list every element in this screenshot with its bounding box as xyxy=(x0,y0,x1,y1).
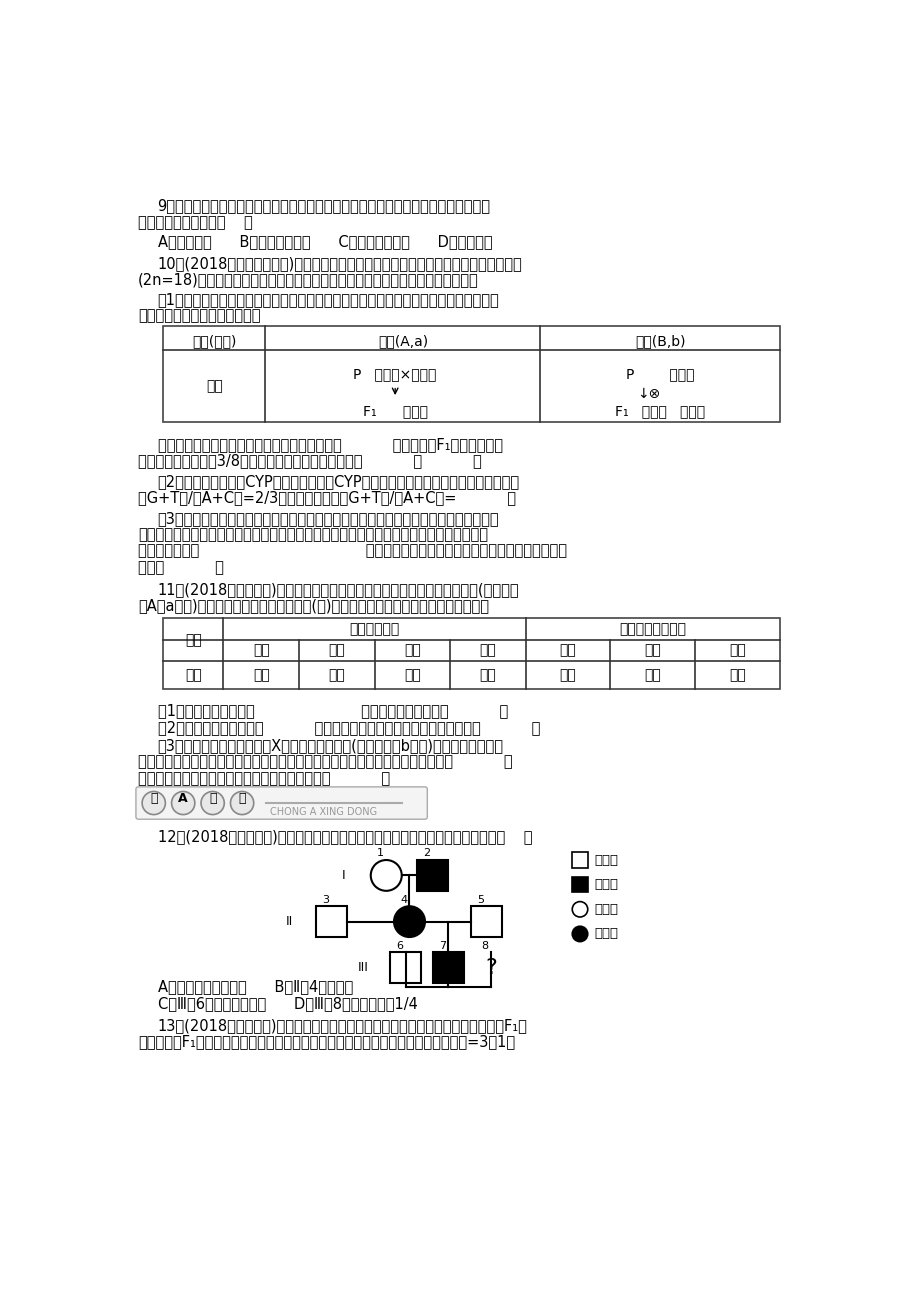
Text: 3: 3 xyxy=(323,894,329,905)
Text: 6: 6 xyxy=(396,941,403,950)
Text: 7: 7 xyxy=(438,941,446,950)
Text: 正常: 正常 xyxy=(253,668,269,682)
Text: A．该病是隐性遗传病      B．Ⅱ－4是纯合子: A．该病是隐性遗传病 B．Ⅱ－4是纯合子 xyxy=(157,979,353,995)
Text: 11．(2018届南通模拟)某种先天性耳聋是由于基因突变引起的单基因遗传病(受一对基: 11．(2018届南通模拟)某种先天性耳聋是由于基因突变引起的单基因遗传病(受一… xyxy=(157,582,518,598)
Text: 嫂嫂: 嫂嫂 xyxy=(479,643,496,658)
Text: 正常: 正常 xyxy=(328,668,345,682)
Circle shape xyxy=(171,792,195,815)
Text: 正常男: 正常男 xyxy=(594,854,618,867)
Text: 哥哥: 哥哥 xyxy=(729,643,745,658)
Text: P   白青秆×紫红秆: P 白青秆×紫红秆 xyxy=(353,367,437,381)
Text: 正常: 正常 xyxy=(479,668,496,682)
Circle shape xyxy=(142,792,165,815)
Text: 母亲: 母亲 xyxy=(644,643,661,658)
Bar xyxy=(390,953,421,983)
Text: 正常女: 正常女 xyxy=(594,902,618,915)
Text: 母亲: 母亲 xyxy=(328,643,345,658)
Text: ?: ? xyxy=(484,958,496,978)
Text: 正常: 正常 xyxy=(644,668,661,682)
Text: C．Ⅲ－6不携带致病基因      D．Ⅲ－8正常的概率为1/4: C．Ⅲ－6不携带致病基因 D．Ⅲ－8正常的概率为1/4 xyxy=(157,996,417,1012)
Text: 传实验分析，实验结果如下表。: 传实验分析，实验结果如下表。 xyxy=(138,309,260,323)
Text: 成员: 成员 xyxy=(185,633,201,647)
Text: 10．(2018届镇江学测模拟)青蒿素是治疗疟疾的重要药物。利用雌雄同株的野生型青蒿: 10．(2018届镇江学测模拟)青蒿素是治疗疟疾的重要药物。利用雌雄同株的野生型… xyxy=(157,256,522,271)
Text: 正常: 正常 xyxy=(559,668,576,682)
Text: 的细胞会导致染色体不分离，从而获得四倍体细胞并培育成植株。低温处理导致细胞染色体: 的细胞会导致染色体不分离，从而获得四倍体细胞并培育成植株。低温处理导致细胞染色体 xyxy=(138,527,488,543)
Text: III: III xyxy=(357,961,368,974)
Text: 父亲: 父亲 xyxy=(559,643,576,658)
Text: 数目为           。: 数目为 。 xyxy=(138,560,224,574)
Circle shape xyxy=(393,906,425,937)
Text: F₁   稀裂叶   分裂叶: F₁ 稀裂叶 分裂叶 xyxy=(615,404,705,418)
Text: （1）野生型青蒿的秆色和叶形是两对独立遗传的性状。某研究小组对这两对性状展开遗: （1）野生型青蒿的秆色和叶形是两对独立遗传的性状。某研究小组对这两对性状展开遗 xyxy=(157,292,499,307)
Text: 小红嫂嫂家庭成员: 小红嫂嫂家庭成员 xyxy=(618,622,686,635)
Text: CHONG A XING DONG: CHONG A XING DONG xyxy=(269,807,377,818)
Text: 正常: 正常 xyxy=(403,668,420,682)
Text: （2）小红哥哥的基因型是           ，小红哥哥和嫂嫂生一个正常男孩的概率是           。: （2）小红哥哥的基因型是 ，小红哥哥和嫂嫂生一个正常男孩的概率是 。 xyxy=(157,720,539,734)
Text: 8: 8 xyxy=(481,941,488,950)
Text: A: A xyxy=(178,792,187,805)
Text: 13．(2018届苏州模拟)一种观赏植物，纯合的蓝色品种与纯合的鲜红色品种杂交，F₁为: 13．(2018届苏州模拟)一种观赏植物，纯合的蓝色品种与纯合的鲜红色品种杂交，… xyxy=(157,1018,527,1032)
Bar xyxy=(163,326,779,422)
Text: 秆色(A,a): 秆色(A,a) xyxy=(378,335,427,348)
Text: 患病: 患病 xyxy=(729,668,745,682)
Text: 蓝色，若让F₁蓝色品种与纯合鲜红品种杂交，子代的表现型及其比例为蓝色：鲜红色=3：1，: 蓝色，若让F₁蓝色品种与纯合鲜红品种杂交，子代的表现型及其比例为蓝色：鲜红色=3… xyxy=(138,1034,515,1049)
Text: 小红家庭成员: 小红家庭成员 xyxy=(349,622,400,635)
Text: 小红哥哥和嫂嫂再生一个孩子是正常男孩的概率是           。: 小红哥哥和嫂嫂再生一个孩子是正常男孩的概率是 。 xyxy=(138,771,390,785)
Circle shape xyxy=(231,792,254,815)
Text: A．精原细胞      B．初级精母细胞      C．次级精母细胞      D．精子细胞: A．精原细胞 B．初级精母细胞 C．次级精母细胞 D．精子细胞 xyxy=(157,234,492,249)
Text: 患病女: 患病女 xyxy=(594,927,618,940)
Text: 不分离的原因是                                    。四倍体青蒿与野生型青蒿杂交后代体细胞的染色体: 不分离的原因是 。四倍体青蒿与野生型青蒿杂交后代体细胞的染色体 xyxy=(138,543,567,559)
Text: 叶形(B,b): 叶形(B,b) xyxy=(634,335,685,348)
Text: （3）已知人类红绿色盲是伴X染色体隐性遗传病(致病基因用b表示)。小红哥哥和嫂嫂: （3）已知人类红绿色盲是伴X染色体隐性遗传病(致病基因用b表示)。小红哥哥和嫂嫂 xyxy=(157,738,503,754)
Text: 性状(基因): 性状(基因) xyxy=(192,335,236,348)
Text: （1）该病的遗传方式是                       ，小红父亲的基因型是           。: （1）该病的遗传方式是 ，小红父亲的基因型是 。 xyxy=(157,703,507,717)
Bar xyxy=(432,953,463,983)
Text: (2n=18)，通过一定的育种技术培育青蒿素含量高的植株。请回答下列有关问题：: (2n=18)，通过一定的育种技术培育青蒿素含量高的植株。请回答下列有关问题： xyxy=(138,272,479,288)
Circle shape xyxy=(572,926,587,941)
Bar xyxy=(572,878,587,892)
Text: 哥哥: 哥哥 xyxy=(403,643,420,658)
Text: II: II xyxy=(286,915,292,928)
FancyBboxPatch shape xyxy=(136,786,426,819)
Text: P        稀裂叶: P 稀裂叶 xyxy=(625,367,694,381)
Text: 因的自由组合发生在（    ）: 因的自由组合发生在（ ） xyxy=(138,215,253,229)
Circle shape xyxy=(370,861,402,891)
Text: 患病男: 患病男 xyxy=(594,878,618,891)
Bar xyxy=(417,861,448,891)
Bar xyxy=(471,906,502,937)
Text: 行: 行 xyxy=(209,792,216,805)
Text: 5: 5 xyxy=(477,894,484,905)
Text: 实验: 实验 xyxy=(206,379,222,393)
Text: （2）从青蒿中分离了CYP基因，其编码的CYP酶参与青蒿素合成。若该基因一条单链中: （2）从青蒿中分离了CYP基因，其编码的CYP酶参与青蒿素合成。若该基因一条单链… xyxy=(157,474,519,490)
Text: F₁      白青秆: F₁ 白青秆 xyxy=(362,404,427,418)
Text: 2: 2 xyxy=(423,849,430,858)
Bar xyxy=(163,618,779,689)
Text: 据此分析，上述两对性状中为显性性状的分别是           。若某杂交F₁代中白青秆稀: 据此分析，上述两对性状中为显性性状的分别是 。若某杂交F₁代中白青秆稀 xyxy=(157,437,502,452)
Text: 1: 1 xyxy=(377,849,383,858)
Text: （G+T）/（A+C）=2/3，则其互补链中（G+T）/（A+C）=           。: （G+T）/（A+C）=2/3，则其互补链中（G+T）/（A+C）= 。 xyxy=(138,491,516,505)
Text: 裂叶植株所占比例为3/8，则其杂交亲本的基因型组合为           或           。: 裂叶植株所占比例为3/8，则其杂交亲本的基因型组合为 或 。 xyxy=(138,453,482,469)
Text: I: I xyxy=(342,868,345,881)
Circle shape xyxy=(572,901,587,917)
Text: 表现: 表现 xyxy=(185,668,201,682)
Text: 动: 动 xyxy=(238,792,245,805)
Text: （3）四倍体青蒿中青蒿素的含量高于野生型青蒿。低温处理野生型青蒿有丝分裂某时期: （3）四倍体青蒿中青蒿素的含量高于野生型青蒿。低温处理野生型青蒿有丝分裂某时期 xyxy=(157,512,499,526)
Text: 的色觉均正常，他们生了一个听觉正常但患红绿色盲的男孩。小红嫂嫂的基因型是           ，: 的色觉均正常，他们生了一个听觉正常但患红绿色盲的男孩。小红嫂嫂的基因型是 ， xyxy=(138,755,512,769)
Bar xyxy=(316,906,347,937)
Text: 冲: 冲 xyxy=(150,792,157,805)
Text: 9．雄性动物在进行减数分裂的过程中，等位基因的分离和非同源染色体上的非等位基: 9．雄性动物在进行减数分裂的过程中，等位基因的分离和非同源染色体上的非等位基 xyxy=(157,199,490,214)
Text: 4: 4 xyxy=(400,894,407,905)
Text: 因A、a控制)。对该种先天性耳聋患者小红(女)进行家系调查，结果如下表。分析回答：: 因A、a控制)。对该种先天性耳聋患者小红(女)进行家系调查，结果如下表。分析回答… xyxy=(138,598,489,613)
Circle shape xyxy=(201,792,224,815)
Text: 12．(2018届南通模拟)下图是某种伴性遗传病的遗传系谱图。有关叙述正确的是（    ）: 12．(2018届南通模拟)下图是某种伴性遗传病的遗传系谱图。有关叙述正确的是（… xyxy=(157,829,531,844)
Bar xyxy=(572,853,587,867)
Text: 父亲: 父亲 xyxy=(253,643,269,658)
Text: ↓⊗: ↓⊗ xyxy=(636,387,660,401)
